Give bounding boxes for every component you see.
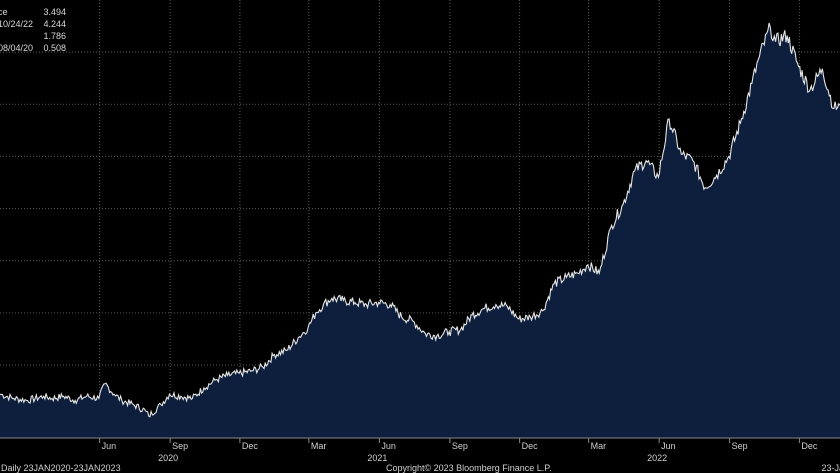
legend-label: ce	[0, 7, 8, 17]
legend-value: 3.494	[43, 7, 66, 17]
year-labels: 2020 2021 2022	[158, 453, 667, 463]
x-axis-ticks: Jun Sep Dec Mar Jun Sep Dec Mar Jun Sep Dec	[99, 438, 818, 451]
price-line	[0, 22, 840, 418]
x-tick-label: Sep	[172, 441, 188, 451]
x-tick-label: Dec	[522, 441, 539, 451]
legend-row-average: 1.786	[0, 30, 66, 42]
legend-box: ce 3.494 10/24/22 4.244 1.786 08/04/20 0…	[0, 6, 66, 54]
year-label: 2020	[158, 453, 178, 463]
legend-row-high: 10/24/22 4.244	[0, 18, 66, 30]
year-label: 2022	[647, 453, 667, 463]
legend-label: 08/04/20	[0, 43, 34, 53]
x-tick-label: Sep	[732, 441, 748, 451]
date-range-label: : Daily 23JAN2020-23JAN2023	[0, 463, 121, 473]
area-fill	[0, 22, 840, 439]
x-tick-label: Dec	[242, 441, 259, 451]
x-tick-label: Sep	[452, 441, 468, 451]
x-tick-label: Jun	[381, 441, 396, 451]
end-date-label: 23-Jan-	[821, 463, 840, 473]
legend-value: 4.244	[43, 19, 66, 29]
x-tick-label: Jun	[102, 441, 117, 451]
x-tick-label: Dec	[801, 441, 818, 451]
legend-value: 0.508	[43, 43, 66, 53]
copyright-label: Copyright© 2023 Bloomberg Finance L.P.	[386, 463, 552, 473]
x-tick-label: Jun	[661, 441, 676, 451]
legend-row-low: 08/04/20 0.508	[0, 42, 66, 54]
legend-row-last: ce 3.494	[0, 6, 66, 18]
legend-label: 10/24/22	[0, 19, 34, 29]
x-tick-label: Mar	[591, 441, 607, 451]
year-label: 2021	[367, 453, 387, 463]
x-tick-label: Mar	[311, 441, 327, 451]
legend-value: 1.786	[43, 31, 66, 41]
